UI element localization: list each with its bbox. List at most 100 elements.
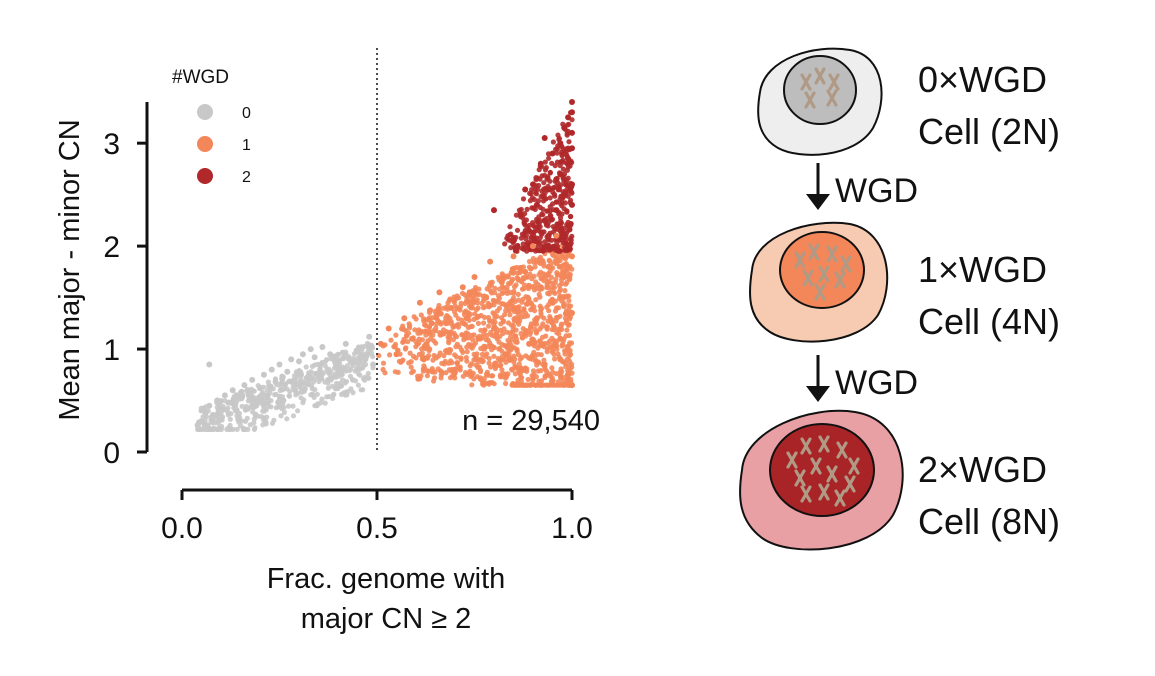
cloud-dot-wgd0 [298,371,304,377]
cloud-dot-wgd1 [518,314,525,320]
legend-title: #WGD [172,67,229,88]
cloud-dot-wgd2 [561,206,567,212]
cloud-dot-wgd1 [553,371,560,377]
cloud-dot-wgd0 [340,349,346,355]
cloud-dot-wgd0 [309,382,315,388]
cloud-dot-wgd1 [539,258,546,264]
cell-2wgd: 2×WGD Cell (8N) [739,409,1060,551]
cloud-dot-wgd1 [551,337,557,344]
cloud-dot-wgd0 [365,349,371,355]
data-point-wgd1 [502,351,509,358]
cloud-dot-wgd0 [279,387,285,393]
cloud-dot-wgd1 [521,286,527,292]
cell-0-label-line2: Cell (2N) [918,111,1060,152]
data-point-wgd2 [569,145,575,152]
cloud-dot-wgd1 [504,290,510,296]
cloud-dot-wgd0 [258,414,265,420]
data-point-wgd1 [428,320,435,327]
cloud-dot-wgd1 [401,326,407,332]
data-point-wgd1 [393,351,400,358]
data-point-wgd2 [561,124,568,131]
cloud-dot-wgd1 [503,302,509,308]
cloud-dot-wgd1 [566,293,572,299]
cloud-dot-wgd0 [340,377,346,383]
cloud-dot-wgd1 [427,346,433,352]
chromosome-icon [834,271,846,289]
cloud-dot-wgd1 [462,370,469,376]
data-point-wgd0 [284,368,291,375]
cloud-dot-wgd1 [467,363,473,369]
cloud-dot-wgd1 [567,276,573,282]
cloud-dot-wgd2 [507,224,513,230]
data-point-wgd1 [533,315,540,322]
cloud-dot-wgd2 [554,226,560,232]
cloud-dot-wgd2 [529,195,536,201]
cloud-dot-wgd1 [530,377,536,383]
chromosome-icon [844,475,856,493]
cloud-dot-wgd1 [451,323,457,329]
chromosome-icon [794,469,806,487]
cloud-dot-wgd1 [528,323,534,329]
cloud-dot-wgd2 [538,193,544,200]
cell-1-label-line1: 1×WGD [918,249,1047,290]
data-point-wgd1 [553,232,560,239]
cloud-dot-wgd2 [543,222,550,228]
cloud-dot-wgd2 [566,139,572,145]
cloud-dot-wgd1 [524,382,530,388]
cell-2-label-line2: Cell (8N) [918,501,1060,542]
cloud-dot-wgd1 [426,329,432,335]
cloud-dot-wgd1 [455,316,461,322]
cloud-dot-wgd1 [514,348,520,354]
cloud-dot-wgd1 [431,328,437,334]
cloud-dot-wgd0 [205,422,211,428]
cloud-dot-wgd1 [445,300,451,306]
cloud-dot-wgd0 [343,378,350,385]
cloud-dot-wgd0 [324,394,330,400]
cloud-dot-wgd1 [520,326,526,332]
cloud-dot-wgd0 [318,361,324,367]
cloud-dot-wgd1 [559,326,565,332]
cloud-dot-wgd1 [406,325,412,331]
y-tick-label: 2 [103,231,120,264]
cloud-dot-wgd0 [337,370,343,376]
cloud-dot-wgd0 [260,408,266,414]
cloud-dot-wgd2 [526,222,532,228]
cloud-dot-wgd1 [553,276,559,282]
cloud-dot-wgd1 [559,321,565,327]
cloud-dot-wgd0 [240,425,246,431]
cloud-dot-wgd1 [443,370,449,376]
cloud-dot-wgd1 [494,308,500,314]
cloud-dot-wgd1 [472,340,479,346]
cloud-dot-wgd2 [505,237,512,243]
cloud-dot-wgd1 [523,353,529,359]
cloud-dot-wgd0 [243,403,249,410]
cloud-dot-wgd1 [509,345,515,351]
cloud-dot-wgd0 [370,354,376,360]
legend: #WGD 0 1 2 [172,67,251,186]
cloud-dot-wgd0 [227,422,233,428]
cloud-dot-wgd1 [470,337,476,343]
cloud-dot-wgd1 [552,356,558,362]
cloud-dot-wgd1 [505,337,511,343]
cloud-dot-wgd1 [480,358,486,364]
cell-0wgd: 0×WGD Cell (2N) [757,47,1060,156]
data-point-wgd2 [569,129,575,136]
x-tick-label: 0.0 [161,512,203,545]
data-point-wgd0 [257,385,263,392]
cloud-dot-wgd1 [405,339,411,345]
cloud-dot-wgd1 [452,352,458,358]
data-points [194,99,575,429]
cloud-dot-wgd1 [437,310,444,317]
cloud-dot-wgd1 [406,330,412,336]
cloud-dot-wgd0 [348,386,354,392]
chromosome-icon [826,245,838,263]
cloud-dot-wgd1 [459,320,465,326]
data-point-wgd0 [210,413,217,419]
data-point-wgd1 [526,340,533,347]
cloud-dot-wgd2 [543,165,549,171]
cloud-dot-wgd1 [518,374,524,380]
data-point-wgd0 [272,379,279,385]
cloud-dot-wgd1 [408,364,414,370]
data-point-wgd1 [549,299,556,306]
chromosome-icon [800,485,812,503]
